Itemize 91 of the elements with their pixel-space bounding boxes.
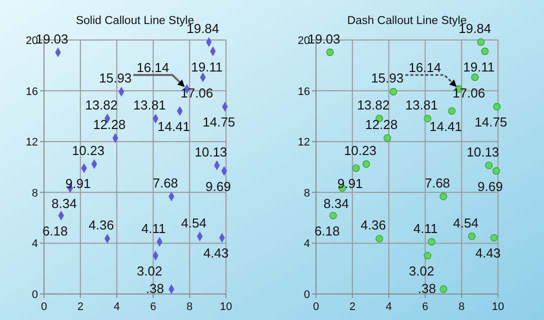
y-tick-label: 8 (304, 187, 310, 200)
y-tick-label: 4 (32, 238, 38, 250)
x-tick-label: 4 (386, 301, 392, 313)
data-label: .38 (146, 281, 164, 296)
point (424, 114, 432, 122)
annotation: 16.14 (408, 60, 442, 76)
data-label: 14.75 (474, 114, 508, 130)
point (448, 107, 456, 115)
point (485, 162, 493, 170)
annotation: 16.14 (136, 60, 170, 76)
x-tick-label: 2 (349, 301, 356, 313)
point (390, 88, 398, 96)
data-label: 10.23 (72, 143, 105, 158)
data-label: 13.81 (133, 98, 166, 113)
y-tick-label: 16 (298, 86, 310, 98)
x-tick-label: 6 (150, 301, 156, 313)
data-label: 12.28 (365, 117, 398, 132)
point (492, 167, 500, 175)
data-label: 4.54 (453, 215, 478, 230)
x-tick-label: 2 (77, 301, 84, 313)
y-tick-label: 20 (26, 35, 38, 47)
x-tick-label: 4 (114, 301, 120, 313)
data-label: 7.68 (424, 175, 450, 190)
y-tick-label: 12 (26, 136, 38, 149)
data-label: 4.36 (360, 218, 386, 233)
data-label: 10.23 (344, 143, 377, 158)
y-tick-label: 4 (304, 238, 310, 250)
x-tick-label: 0 (40, 301, 48, 313)
data-label: 10.13 (466, 144, 500, 160)
data-label: 13.81 (405, 98, 438, 113)
data-label: 19.03 (36, 31, 68, 46)
data-label: 19.11 (191, 59, 223, 74)
data-label: 19.03 (308, 31, 340, 46)
data-label: 9.69 (478, 178, 503, 194)
y-tick-label: 16 (26, 86, 38, 98)
point (471, 74, 479, 82)
data-label: 19.11 (463, 59, 495, 74)
x-tick-label: 6 (422, 301, 428, 313)
point (428, 238, 436, 246)
data-label: 13.82 (85, 97, 118, 112)
point (493, 102, 501, 110)
x-tick-label: 0 (312, 301, 320, 313)
data-label: 4.11 (141, 220, 166, 236)
data-label: .38 (418, 281, 436, 296)
data-label: 14.41 (158, 118, 190, 134)
y-tick-label: 0 (32, 289, 38, 301)
data-label: 4.54 (181, 215, 206, 230)
data-label: 7.68 (152, 175, 178, 190)
data-label: 9.91 (337, 176, 363, 192)
data-label: 15.93 (99, 70, 132, 86)
point (329, 212, 337, 220)
y-tick-label: 12 (298, 136, 310, 149)
x-tick-label: 8 (458, 301, 465, 313)
data-label: 17.06 (180, 85, 214, 100)
data-label: 3.02 (408, 264, 434, 279)
data-label: 10.13 (194, 144, 228, 160)
data-label: 3.02 (136, 264, 162, 279)
data-label: 14.75 (202, 114, 236, 130)
point (490, 234, 498, 242)
point (477, 38, 485, 46)
point (376, 234, 384, 242)
data-label: 4.43 (203, 246, 229, 261)
point (326, 48, 334, 56)
data-label: 9.69 (206, 178, 231, 194)
data-label: 17.06 (452, 85, 486, 100)
data-label: 6.18 (42, 224, 68, 239)
data-label: 15.93 (371, 70, 404, 86)
data-label: 4.43 (475, 246, 501, 261)
x-tick-label: 8 (186, 301, 193, 313)
data-label: 4.11 (413, 220, 438, 236)
data-label: 13.82 (357, 97, 390, 112)
point (362, 160, 370, 168)
y-tick-label: 8 (32, 187, 38, 200)
point (424, 252, 432, 260)
point (384, 134, 392, 142)
data-label: 12.28 (93, 117, 126, 132)
data-label: 14.41 (430, 118, 462, 134)
point (468, 232, 476, 240)
y-tick-label: 20 (298, 35, 310, 47)
data-label: 8.34 (52, 196, 77, 212)
point (481, 48, 489, 56)
data-label: 6.18 (314, 224, 340, 239)
data-label: 4.36 (88, 218, 114, 233)
x-tick-label: 10 (492, 301, 504, 313)
data-label: 8.34 (324, 196, 349, 212)
point (440, 285, 448, 293)
data-label: 9.91 (65, 176, 91, 192)
point (352, 164, 360, 172)
y-tick-label: 0 (304, 289, 310, 301)
x-tick-label: 10 (220, 301, 232, 313)
point (440, 192, 448, 200)
